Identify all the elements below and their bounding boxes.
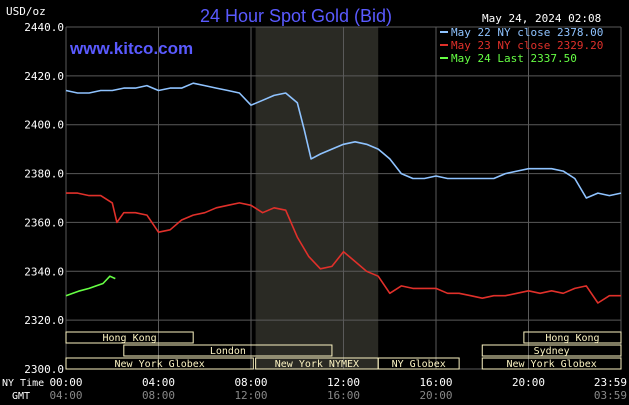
price-series	[65, 82, 622, 304]
session-label: Hong Kong	[103, 333, 157, 344]
x-tick-label-ny: 20:00	[512, 376, 545, 389]
date-stamp: May 24, 2024 02:08	[482, 12, 601, 25]
y-tick-label: 2300.0	[24, 363, 64, 376]
x-tick-label-gmt: 20:00	[419, 389, 452, 402]
x-tick-label-gmt: 04:00	[49, 389, 82, 402]
session-label: NY Globex	[392, 359, 446, 370]
y-tick-label: 2380.0	[24, 168, 64, 181]
x-tick-label-ny: 12:00	[327, 376, 360, 389]
x-tick-label-ny: 23:59	[594, 376, 627, 389]
y-tick-label: 2340.0	[24, 265, 64, 278]
y-tick-label: 2420.0	[24, 70, 64, 83]
x-tick-label-ny: 08:00	[234, 376, 267, 389]
x-tick-label-gmt: 16:00	[327, 389, 360, 402]
series-line	[66, 192, 621, 304]
session-bar	[481, 344, 622, 357]
series-line	[65, 82, 622, 199]
y-tick-label: 2400.0	[24, 119, 64, 132]
legend-entry: May 23 NY close 2329.20	[451, 39, 603, 52]
y-tick-label: 2320.0	[24, 314, 64, 327]
session-bar	[65, 357, 254, 370]
y-unit-label: USD/oz	[6, 5, 46, 18]
session-label: New York Globex	[506, 359, 596, 370]
session-label: New York NYMEX	[275, 359, 359, 370]
chart-title: 24 Hour Spot Gold (Bid)	[200, 6, 392, 26]
session-bar	[523, 331, 622, 344]
x-axis: 00:00 04:00 08:00 12:00 16:00 20:00 23:5904:00…	[49, 376, 627, 402]
legend-entry: May 22 NY close 2378.00	[451, 26, 603, 39]
y-tick-label: 2360.0	[24, 216, 64, 229]
session-label: New York Globex	[115, 359, 205, 370]
series-line	[65, 275, 116, 297]
x-tick-label-gmt: 03:59	[594, 389, 627, 402]
market-sessions: Hong Kong London New York Globex New York N…	[65, 331, 622, 370]
watermark: www.kitco.com	[69, 39, 193, 58]
legend-entry: May 24 Last 2337.50	[451, 52, 577, 65]
gmt-row-label: GMT	[12, 391, 30, 402]
y-axis: 2440.0 2420.0 2400.0 2380.0 2360.0 2340.0 2320…	[24, 21, 64, 376]
x-tick-label-gmt: 08:00	[142, 389, 175, 402]
session-bar	[481, 357, 622, 370]
session-label: London	[210, 346, 246, 357]
x-tick-label-gmt: 12:00	[234, 389, 267, 402]
x-tick-label-ny: 00:00	[49, 376, 82, 389]
session-bar	[123, 344, 333, 357]
y-tick-label: 2440.0	[24, 21, 64, 34]
x-tick-label-ny: 16:00	[419, 376, 452, 389]
session-label: Hong Kong	[545, 333, 599, 344]
x-tick-label-ny: 04:00	[142, 376, 175, 389]
session-bar	[377, 357, 460, 370]
nymex-shaded-period	[255, 27, 379, 369]
session-bar	[65, 331, 194, 344]
session-label: Sydney	[534, 346, 570, 357]
ny-time-row-label: NY Time	[2, 378, 44, 389]
